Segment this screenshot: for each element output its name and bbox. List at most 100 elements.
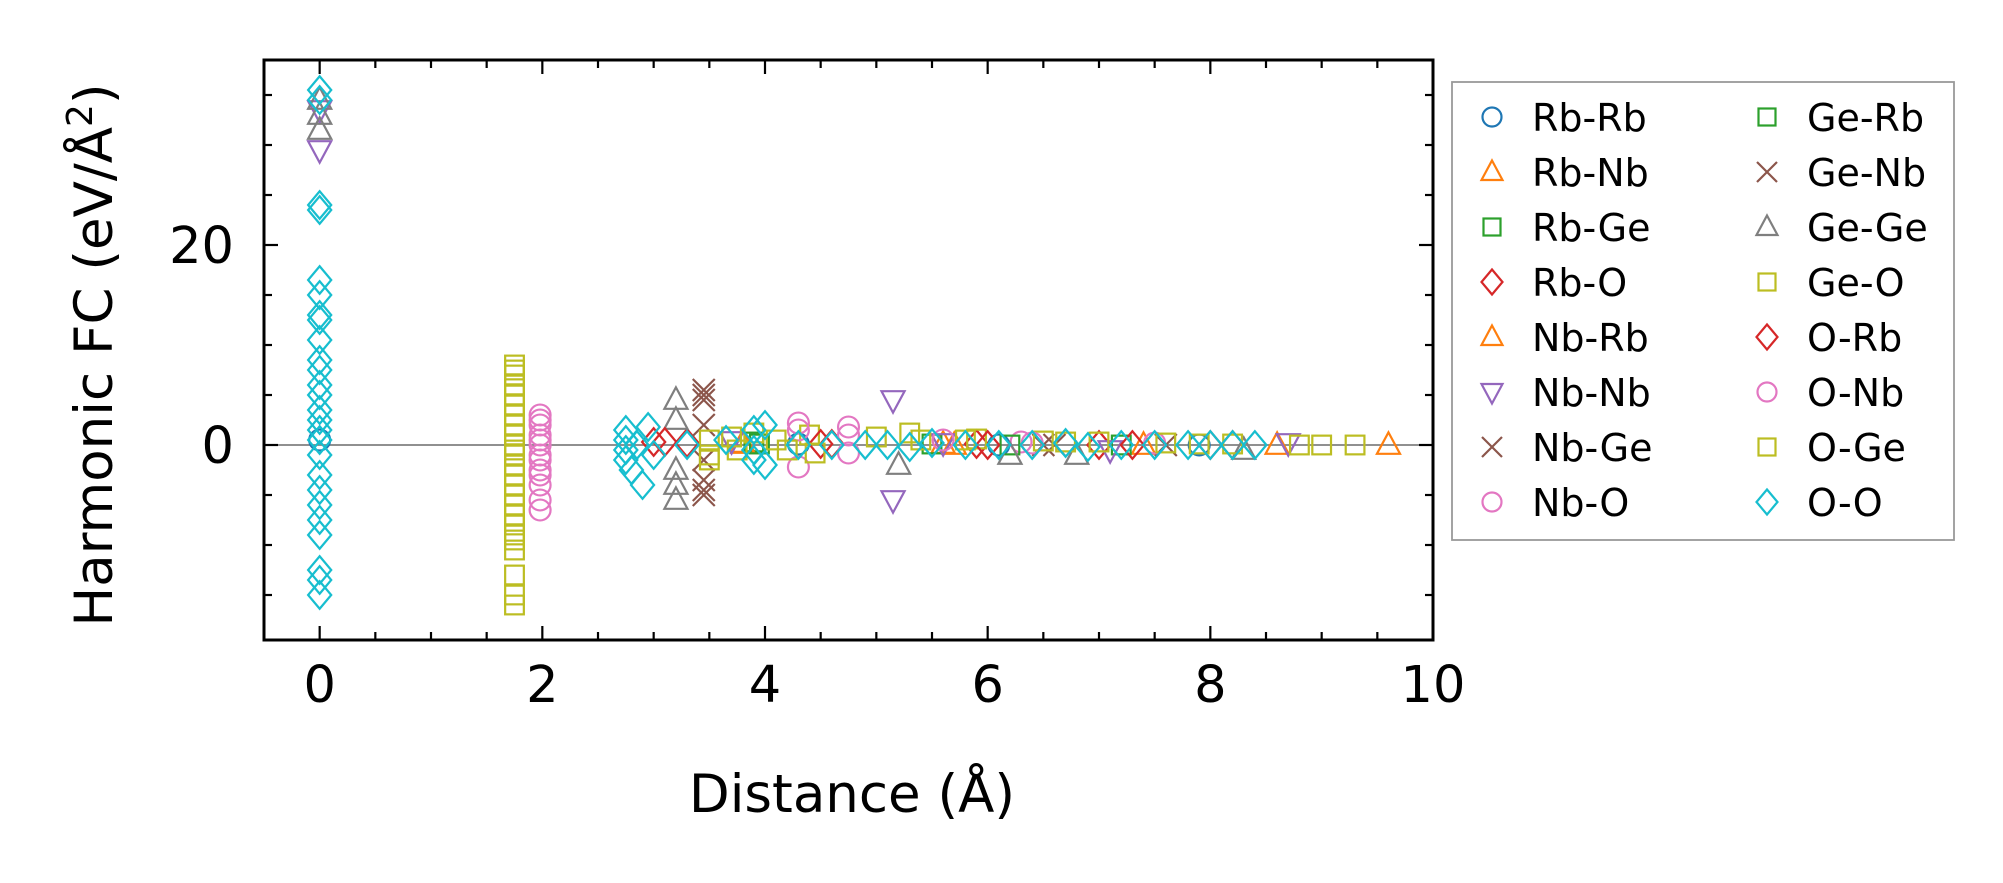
x-tick-label: 2	[526, 656, 558, 715]
point-o-o	[306, 299, 333, 331]
legend-marker-rb-rb	[1481, 106, 1503, 128]
point-ge-o	[966, 428, 987, 450]
point-o-o	[306, 404, 333, 436]
point-nb-nb	[879, 490, 907, 515]
point-o-ge	[1344, 434, 1366, 456]
point-o-o	[818, 429, 845, 461]
x-axis-label: Distance (Å)	[689, 761, 1015, 825]
point-nb-o	[786, 411, 810, 435]
x-tick-label: 6	[971, 656, 1003, 715]
point-o-ge	[1188, 433, 1210, 455]
y-tick-label: 0	[202, 417, 234, 476]
point-ge-o	[1088, 431, 1110, 453]
point-o-o	[306, 394, 333, 426]
point-o-nb	[786, 418, 810, 442]
point-o-o	[306, 439, 333, 471]
point-o-o	[306, 194, 333, 226]
point-o-o	[306, 564, 333, 596]
point-ge-o	[1032, 430, 1054, 452]
point-nb-o	[931, 428, 955, 452]
point-nb-rb	[940, 430, 968, 455]
point-nb-o	[528, 473, 552, 497]
point-o-ge	[804, 442, 826, 464]
point-nb-nb	[1274, 433, 1302, 458]
point-o-ge	[1311, 434, 1333, 456]
legend-marker-o-o	[1755, 487, 1779, 517]
legend-label-rb-nb: Rb-Nb	[1532, 151, 1649, 195]
point-ge-ge	[662, 455, 690, 480]
point-o-nb	[836, 423, 861, 447]
series-nb-o	[528, 403, 1167, 522]
legend-label-ge-ge: Ge-Ge	[1807, 206, 1928, 250]
point-ge-ge	[1230, 435, 1258, 460]
legend-marker-rb-nb	[1479, 158, 1505, 182]
legend: Rb-Rb Rb-Nb Rb-Ge Rb-O Nb-Rb Nb-Nb Nb-Ge Nb-O Ge…	[1451, 81, 1955, 541]
legend-label-nb-o: Nb-O	[1532, 481, 1629, 525]
y-axis-label: Harmonic FC (eV/Å2)	[60, 83, 125, 626]
point-o-o	[306, 264, 333, 296]
point-o-o	[306, 424, 333, 456]
point-o-o	[752, 449, 778, 481]
point-nb-o	[528, 433, 552, 457]
point-o-o	[306, 354, 333, 386]
point-o-rb	[1119, 429, 1146, 461]
legend-label-rb-rb: Rb-Rb	[1532, 96, 1647, 140]
point-o-o	[740, 414, 767, 446]
series-o-o	[306, 74, 1268, 611]
point-nb-ge	[691, 483, 716, 507]
point-o-o	[752, 409, 778, 441]
point-rb-o	[963, 428, 990, 460]
legend-label-ge-o: Ge-O	[1807, 261, 1905, 305]
point-o-o	[306, 324, 333, 356]
legend-marker-nb-ge	[1481, 436, 1503, 458]
point-rb-o	[674, 427, 701, 459]
y-axis-label-superscript: 2	[60, 104, 101, 127]
point-o-o	[306, 344, 333, 376]
point-o-o	[306, 379, 333, 411]
point-o-o	[1197, 429, 1224, 461]
point-o-nb	[528, 448, 552, 472]
point-o-ge	[504, 529, 525, 551]
point-ge-ge	[662, 470, 690, 495]
point-o-o	[306, 189, 333, 221]
legend-marker-nb-rb	[1479, 323, 1505, 347]
point-nb-ge	[691, 378, 716, 402]
legend-marker-rb-ge	[1482, 217, 1502, 237]
point-o-o	[1074, 431, 1101, 463]
point-o-o	[306, 84, 333, 116]
point-nb-ge	[691, 413, 716, 437]
legend-marker-ge-o	[1757, 272, 1777, 292]
y-tick-label: 20	[169, 217, 234, 276]
point-o-o	[1019, 429, 1046, 461]
legend-label-nb-rb: Nb-Rb	[1532, 316, 1649, 360]
point-o-o	[896, 431, 923, 463]
legend-label-o-nb: O-Nb	[1807, 371, 1904, 415]
point-o-o	[1175, 429, 1202, 461]
point-nb-rb	[1263, 430, 1291, 455]
point-o-o	[1108, 429, 1135, 461]
legend-label-o-o: O-O	[1807, 481, 1883, 525]
legend-marker-ge-ge	[1754, 213, 1780, 237]
point-nb-o	[786, 455, 810, 479]
point-o-ge	[899, 422, 921, 444]
point-o-ge	[1288, 434, 1310, 456]
point-nb-o	[528, 458, 552, 482]
point-o-o	[985, 429, 1012, 461]
point-o-o	[623, 429, 650, 461]
series-o-ge	[504, 359, 1366, 606]
legend-marker-nb-o	[1481, 491, 1503, 513]
point-o-o	[635, 411, 662, 443]
plot-frame	[262, 58, 1435, 642]
point-nb-o	[836, 415, 861, 439]
point-o-o	[952, 429, 979, 461]
point-nb-nb	[929, 433, 957, 458]
point-ge-o	[910, 429, 932, 451]
point-nb-nb	[306, 140, 334, 165]
point-o-o	[1241, 429, 1268, 461]
point-o-o	[306, 489, 333, 521]
point-o-nb	[528, 463, 552, 487]
point-ge-nb	[691, 478, 716, 502]
legend-marker-ge-rb	[1757, 107, 1777, 127]
point-ge-ge	[662, 405, 690, 430]
